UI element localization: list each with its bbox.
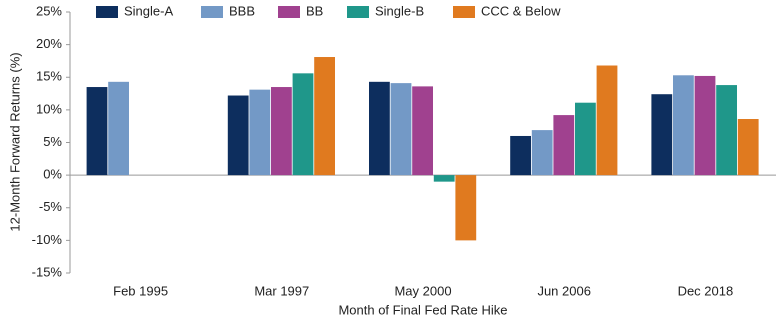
legend-label: BBB: [229, 3, 255, 18]
y-tick-label: 5%: [43, 134, 62, 149]
bar: [314, 57, 335, 176]
legend-swatch: [278, 6, 300, 18]
legend-label: Single-A: [124, 3, 173, 18]
x-tick-label: Mar 1997: [254, 283, 309, 298]
legend-label: BB: [306, 3, 323, 18]
x-axis-title: Month of Final Fed Rate Hike: [338, 302, 507, 317]
y-axis-title: 12-Month Forward Returns (%): [7, 52, 22, 231]
bar: [390, 83, 412, 176]
legend-swatch: [347, 6, 369, 18]
x-tick-label: Feb 1995: [113, 283, 168, 298]
legend-swatch: [453, 6, 475, 18]
y-tick-label: 25%: [36, 3, 62, 18]
bar: [596, 65, 618, 176]
y-tick-label: 15%: [36, 69, 62, 84]
bar: [271, 87, 292, 176]
bar: [673, 75, 694, 176]
bar: [716, 85, 737, 176]
y-tick-label: -15%: [32, 264, 63, 279]
x-tick-label: Dec 2018: [678, 283, 734, 298]
bar: [249, 89, 271, 176]
legend-swatch: [96, 6, 118, 18]
x-tick-label: Jun 2006: [537, 283, 591, 298]
y-tick-label: 20%: [36, 36, 62, 51]
bar: [531, 130, 553, 176]
bar: [86, 87, 108, 176]
bar: [651, 94, 673, 176]
y-tick-label: 0%: [43, 167, 62, 182]
bar: [553, 115, 575, 176]
y-tick-label: 10%: [36, 101, 62, 116]
bar: [108, 81, 129, 176]
bar: [433, 175, 455, 182]
bar: [455, 175, 477, 241]
y-tick-label: -5%: [39, 199, 63, 214]
bar: [227, 95, 249, 176]
bar: [292, 73, 314, 176]
bar: [575, 102, 596, 176]
bar: [369, 81, 390, 176]
x-tick-label: May 2000: [394, 283, 451, 298]
bar: [737, 119, 759, 176]
bar: [694, 75, 716, 176]
y-tick-label: -10%: [32, 232, 63, 247]
legend-label: Single-B: [375, 3, 424, 18]
legend-label: CCC & Below: [481, 3, 561, 18]
bar: [510, 135, 531, 176]
legend-swatch: [201, 6, 223, 18]
bar: [412, 86, 433, 176]
